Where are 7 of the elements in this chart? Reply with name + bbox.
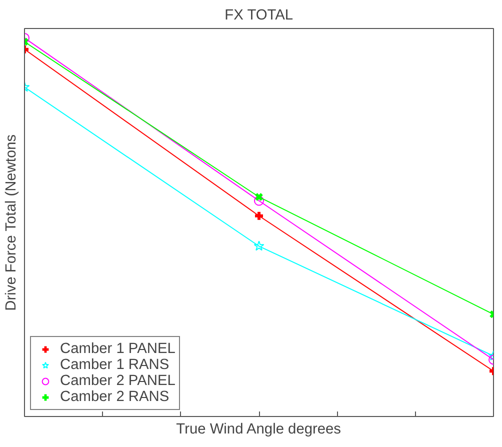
y-axis-title: Drive Force Total (Newtons bbox=[4, 134, 20, 311]
x-axis-title: True Wind Angle degrees bbox=[176, 422, 342, 438]
legend-label: Camber 2 PANEL bbox=[60, 373, 176, 389]
legend-label: Camber 2 RANS bbox=[60, 389, 170, 405]
chart-title: FX TOTAL bbox=[224, 8, 294, 24]
legend-label: Camber 1 PANEL bbox=[60, 341, 176, 357]
legend-label: Camber 1 RANS bbox=[60, 357, 170, 373]
